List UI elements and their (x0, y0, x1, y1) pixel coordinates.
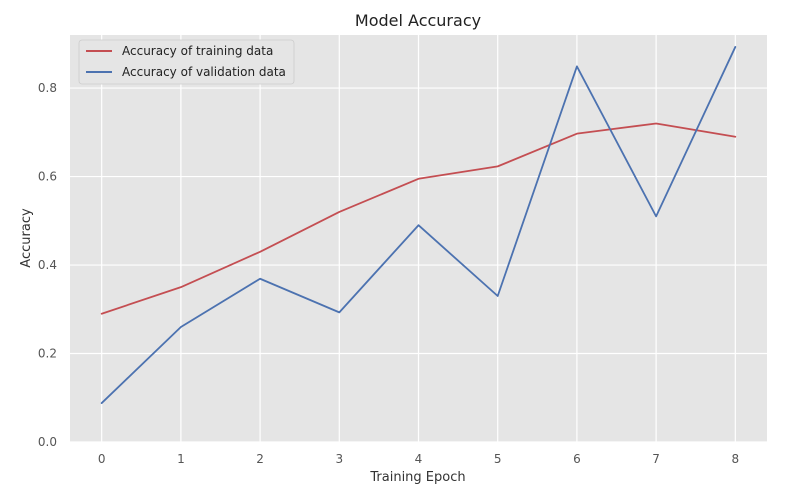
x-tick-label: 0 (98, 452, 106, 466)
x-tick-label: 7 (652, 452, 660, 466)
legend-box (78, 39, 295, 85)
chart-title: Model Accuracy (355, 11, 481, 30)
x-tick-label: 5 (494, 452, 502, 466)
series-layer (100, 46, 737, 404)
x-tick-label: 1 (177, 452, 185, 466)
tick-layer: 0 1 2 3 4 5 6 7 8 0.0 0.2 0.4 0.6 0.8 (38, 81, 739, 466)
x-tick-label: 8 (731, 452, 739, 466)
x-tick-label: 3 (335, 452, 343, 466)
x-tick-label: 6 (573, 452, 581, 466)
legend: Accuracy of training data Accuracy of va… (78, 39, 295, 85)
legend-label-training: Accuracy of training data (122, 44, 273, 58)
series-line-training (100, 122, 737, 315)
y-axis-label: Accuracy (19, 208, 34, 268)
y-tick-label: 0.6 (38, 170, 57, 184)
y-tick-label: 0.4 (38, 258, 57, 272)
series-line-validation (100, 46, 737, 404)
grid-layer (70, 35, 767, 443)
x-axis-label: Training Epoch (369, 470, 465, 485)
x-tick-label: 4 (415, 452, 423, 466)
y-tick-label: 0.0 (38, 435, 57, 449)
legend-label-validation: Accuracy of validation data (122, 65, 286, 79)
y-tick-label: 0.8 (38, 81, 57, 95)
y-tick-label: 0.2 (38, 347, 57, 361)
x-tick-label: 2 (256, 452, 264, 466)
